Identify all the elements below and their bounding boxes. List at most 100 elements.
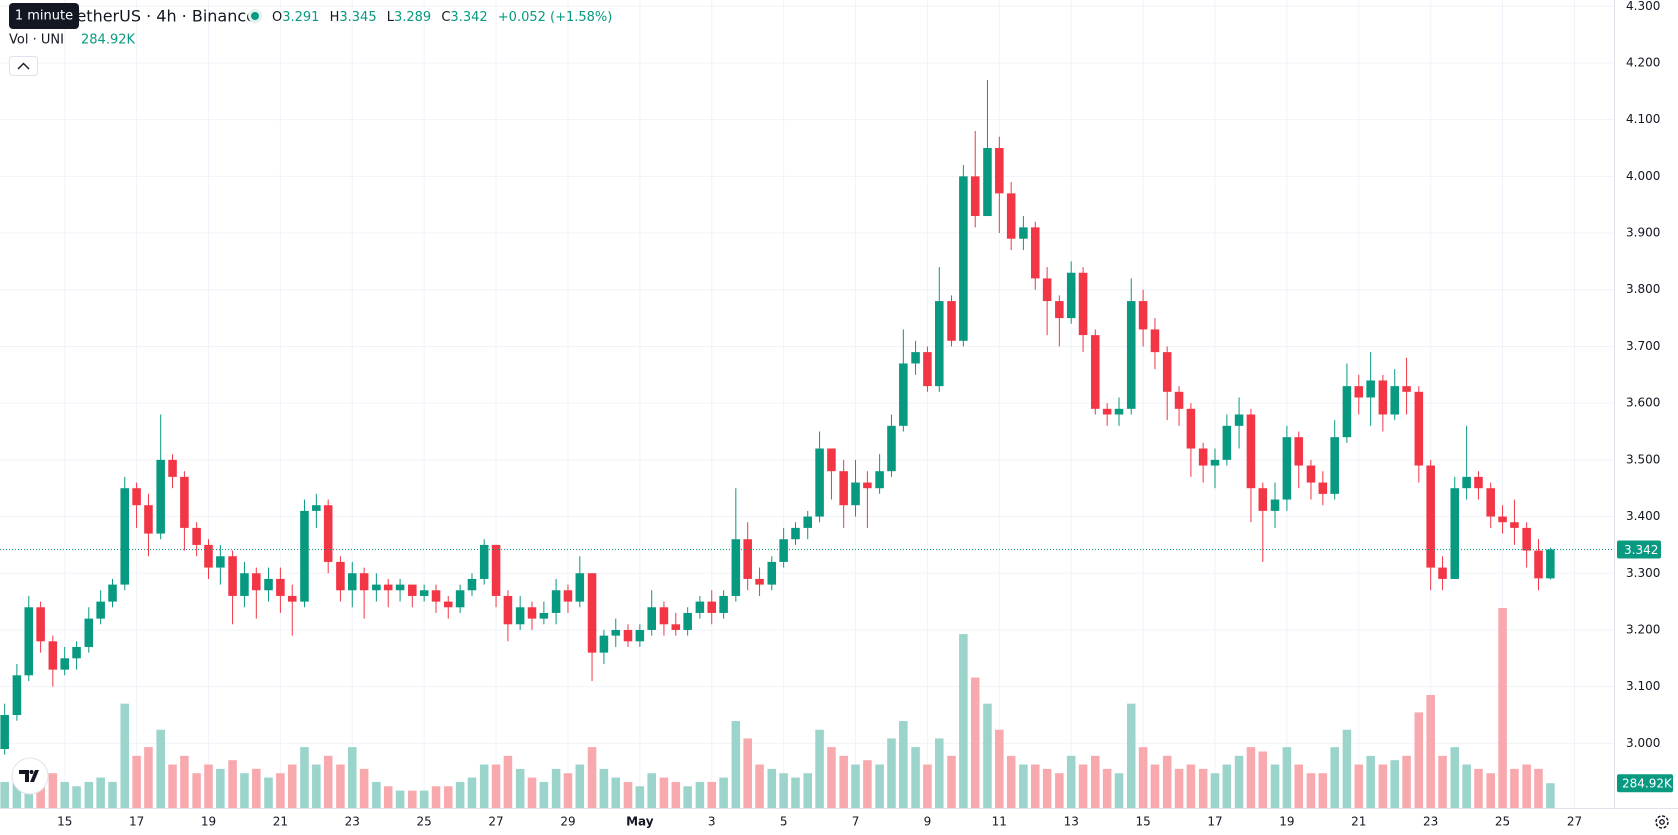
candle-body: [719, 595, 728, 613]
x-tick-label: 23: [1423, 815, 1438, 829]
candle-body: [635, 629, 645, 642]
candle-body: [1366, 380, 1375, 398]
candle-body: [731, 539, 741, 596]
candle-body: [1462, 476, 1471, 489]
volume-bar: [635, 786, 645, 808]
y-tick-label: 3.400: [1626, 509, 1660, 523]
volume-bar: [479, 764, 489, 808]
volume-bar: [779, 773, 788, 808]
x-tick-label: 3: [708, 815, 716, 829]
volume-bar: [1498, 608, 1507, 808]
volume-bar: [863, 760, 872, 808]
candle-body: [395, 584, 405, 591]
candle-body: [683, 612, 692, 630]
volume-bar: [839, 755, 848, 808]
x-tick-label: 27: [488, 815, 503, 829]
volume-bar: [36, 777, 45, 808]
ohlc-value: 3.291: [282, 10, 319, 25]
volume-bar: [1078, 764, 1088, 808]
candle-body: [156, 459, 165, 534]
volume-bar: [1091, 755, 1100, 808]
volume-bar: [899, 721, 908, 808]
legend-header: UNITetherUS · 4h · Binance 1 minute O3.2…: [9, 3, 612, 76]
gear-outer[interactable]: [1655, 815, 1669, 829]
x-tick-label: 9: [924, 815, 932, 829]
volume-bar: [731, 721, 741, 808]
settings-button[interactable]: [1655, 815, 1669, 829]
volume-bar: [791, 777, 800, 808]
volume-pane: [0, 608, 1555, 808]
volume-bar: [1222, 764, 1232, 808]
candle-body: [287, 595, 297, 602]
volume-bar: [264, 777, 273, 808]
candle-body: [120, 488, 130, 585]
volume-bar: [515, 768, 525, 808]
candle-body: [707, 601, 717, 613]
volume-bar: [1378, 764, 1388, 808]
volume-bar: [1426, 694, 1435, 808]
volume-bar: [431, 786, 441, 808]
volume-bar: [1366, 755, 1375, 808]
candle-body: [1282, 437, 1292, 500]
volume-bar: [959, 634, 968, 808]
volume-bar: [395, 790, 405, 808]
logo-mark[interactable]: [19, 770, 39, 782]
volume-bar: [1030, 764, 1040, 808]
volume-bar: [1174, 768, 1184, 808]
volume-bar: [60, 781, 69, 808]
volume-bar: [216, 768, 225, 808]
volume-bar: [1486, 773, 1495, 808]
volume-bar: [659, 777, 669, 808]
candle-body: [1546, 549, 1555, 579]
collapse-box[interactable]: [9, 56, 38, 76]
status-dot: [251, 12, 259, 20]
volume-bar: [923, 764, 932, 808]
volume-bar: [48, 773, 58, 808]
y-tick-label: 3.700: [1626, 339, 1660, 353]
volume-bar: [647, 773, 656, 808]
volume-bar: [108, 781, 117, 808]
candle-body: [1126, 301, 1136, 409]
volume-bar: [336, 764, 345, 808]
ohlc-values: O3.291 H3.345 L3.289 C3.342 +0.052 (+1.5…: [272, 10, 612, 25]
volume-bar: [287, 764, 297, 808]
candle-body: [24, 607, 34, 676]
volume-bar: [1198, 768, 1208, 808]
y-tick-label: 3.800: [1626, 282, 1660, 296]
gear-inner[interactable]: [1659, 819, 1665, 825]
logo[interactable]: [11, 757, 49, 795]
candle-body: [1294, 437, 1304, 466]
volume-bar: [1306, 773, 1316, 808]
volume-badge: [1617, 774, 1673, 793]
x-tick-label: 21: [1351, 815, 1366, 829]
candle-body: [240, 573, 249, 596]
ohlc-label: C: [441, 10, 450, 25]
y-tick-label: 4.200: [1626, 55, 1660, 69]
candle-body: [575, 573, 585, 602]
volume-bar: [1210, 773, 1220, 808]
candle-body: [1162, 352, 1172, 392]
candle-body: [1522, 527, 1531, 551]
x-tick-label: 19: [1279, 815, 1294, 829]
candle-body: [551, 590, 561, 613]
volume-title: Vol · UNI: [9, 33, 64, 48]
volume-bar: [240, 773, 249, 808]
volume-bar: [347, 747, 357, 808]
candle-body: [300, 510, 309, 602]
x-tick-label: 25: [1495, 815, 1510, 829]
volume-bar: [323, 755, 333, 808]
candle-body: [875, 471, 884, 489]
logo-circle[interactable]: [11, 757, 49, 795]
volume-bar: [719, 777, 728, 808]
logo-dot[interactable]: [29, 770, 34, 774]
candle-body: [779, 539, 788, 562]
collapse-chevron[interactable]: [17, 62, 30, 70]
x-tick-label: 29: [560, 815, 575, 829]
collapse-button[interactable]: [9, 56, 38, 76]
candle-body: [995, 147, 1004, 194]
volume-bar: [1462, 764, 1471, 808]
x-tick-label: 7: [852, 815, 860, 829]
x-tick-label: 17: [1207, 815, 1222, 829]
